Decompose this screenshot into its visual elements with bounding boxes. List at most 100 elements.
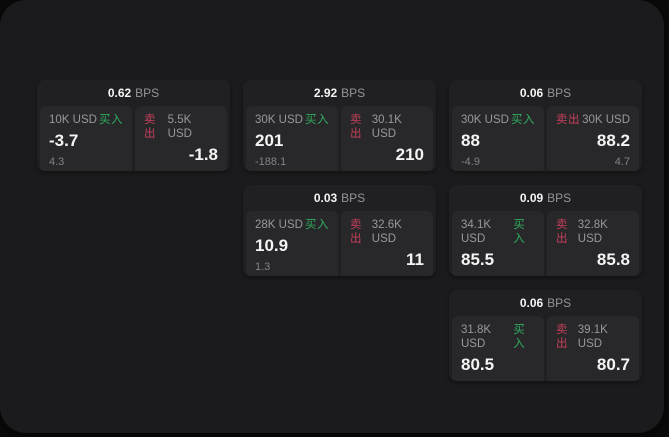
buy-price-tile[interactable]: 30K USD 买入 201 -188.1 (246, 106, 338, 171)
sell-delta: 3.0 (556, 275, 630, 276)
card-header: 0.09 BPS (449, 185, 642, 211)
bps-spread-value: 0.62 (107, 86, 132, 100)
sell-price: 85.8 (596, 250, 630, 269)
buy-amount: 30K USD (255, 114, 303, 126)
buy-amount: 28K USD (255, 219, 303, 231)
sell-side-label: 卖出 (144, 114, 156, 140)
buy-tile-header: 31.8K USD 买入 (461, 323, 535, 351)
bps-unit-label: BPS (341, 86, 366, 100)
buy-delta: -3.1 (461, 275, 535, 276)
sell-price: 80.7 (596, 355, 630, 374)
buy-tile-header: 10K USD 买入 (49, 113, 123, 127)
buy-delta: -188.1 (255, 156, 287, 168)
card-body: 10K USD 买入 -3.7 4.3 卖出 5.5K USD -1.8 -2.… (40, 106, 227, 171)
sell-side-label: 卖出 (350, 219, 362, 245)
card-header: 0.06 BPS (449, 80, 642, 106)
buy-delta: -4.9 (461, 156, 480, 168)
sell-tile-header: 卖出 5.5K USD (144, 113, 218, 141)
bps-spread-value: 0.03 (313, 191, 338, 205)
buy-price: 201 (255, 131, 284, 150)
sell-delta: -1.8 (350, 275, 424, 276)
buy-delta: -10.8 (461, 380, 535, 381)
buy-delta: 4.3 (49, 156, 65, 168)
sell-price: 210 (395, 145, 424, 164)
buy-price-tile[interactable]: 10K USD 买入 -3.7 4.3 (40, 106, 132, 171)
buy-tile-header: 34.1K USD 买入 (461, 218, 535, 246)
sell-price-tile[interactable]: 卖出 39.1K USD 80.7 10.2 (547, 316, 639, 381)
bps-unit-label: BPS (547, 86, 572, 100)
sell-delta: 4.7 (614, 156, 630, 168)
sell-side-label: 卖出 (556, 114, 580, 126)
bps-spread-value: 2.92 (313, 86, 338, 100)
buy-price-tile[interactable]: 34.1K USD 买入 85.5 -3.1 (452, 211, 544, 276)
bps-unit-label: BPS (547, 296, 572, 310)
sell-side-label: 卖出 (556, 324, 568, 350)
sell-delta: 10.2 (556, 380, 630, 381)
sell-tile-header: 卖出 30K USD (556, 113, 630, 127)
buy-price: 85.5 (461, 250, 495, 269)
sell-price-tile[interactable]: 卖出 32.8K USD 85.8 3.0 (547, 211, 639, 276)
bps-unit-label: BPS (341, 191, 366, 205)
buy-amount: 31.8K USD (461, 324, 492, 350)
sell-amount: 5.5K USD (167, 114, 192, 140)
sell-price-tile[interactable]: 卖出 30.1K USD 210 196.5 (341, 106, 433, 171)
quote-card: 0.06 BPS 31.8K USD 买入 80.5 -10.8 卖出 39.1… (449, 290, 642, 381)
sell-price-tile[interactable]: 卖出 5.5K USD -1.8 -2.6 (135, 106, 227, 171)
card-body: 31.8K USD 买入 80.5 -10.8 卖出 39.1K USD 80.… (452, 316, 639, 381)
sell-amount: 32.8K USD (577, 219, 608, 245)
sell-tile-header: 卖出 32.8K USD (556, 218, 630, 246)
buy-price-tile[interactable]: 30K USD 买入 88 -4.9 (452, 106, 544, 171)
buy-side-label: 买入 (305, 114, 329, 126)
bps-spread-value: 0.09 (519, 191, 544, 205)
bps-spread-value: 0.06 (519, 86, 544, 100)
sell-tile-header: 卖出 30.1K USD (350, 113, 424, 141)
buy-side-label: 买入 (305, 219, 329, 231)
card-body: 30K USD 买入 201 -188.1 卖出 30.1K USD 210 1… (246, 106, 433, 171)
sell-price: -1.8 (188, 145, 218, 164)
sell-tile-header: 卖出 39.1K USD (556, 323, 630, 351)
quote-card: 0.03 BPS 28K USD 买入 10.9 1.3 卖出 32.6K US… (243, 185, 436, 276)
buy-amount: 30K USD (461, 114, 509, 126)
quote-card: 0.62 BPS 10K USD 买入 -3.7 4.3 卖出 5.5K USD… (37, 80, 230, 171)
sell-amount: 32.6K USD (371, 219, 402, 245)
card-body: 28K USD 买入 10.9 1.3 卖出 32.6K USD 11 -1.8 (246, 211, 433, 276)
quote-card: 0.06 BPS 30K USD 买入 88 -4.9 卖出 30K USD 8… (449, 80, 642, 171)
buy-price: 80.5 (461, 355, 495, 374)
buy-price: 10.9 (255, 236, 289, 255)
buy-side-label: 买入 (513, 219, 526, 245)
sell-amount: 30.1K USD (371, 114, 402, 140)
bps-spread-value: 0.06 (519, 296, 544, 310)
sell-tile-header: 卖出 32.6K USD (350, 218, 424, 246)
quote-cards-grid: 0.62 BPS 10K USD 买入 -3.7 4.3 卖出 5.5K USD… (37, 80, 642, 381)
sell-side-label: 卖出 (350, 114, 362, 140)
sell-side-label: 卖出 (556, 219, 568, 245)
sell-price-tile[interactable]: 卖出 30K USD 88.2 4.7 (547, 106, 639, 171)
card-body: 34.1K USD 买入 85.5 -3.1 卖出 32.8K USD 85.8… (452, 211, 639, 276)
buy-amount: 10K USD (49, 114, 97, 126)
card-header: 0.03 BPS (243, 185, 436, 211)
sell-delta: 196.5 (350, 170, 424, 171)
buy-side-label: 买入 (513, 324, 526, 350)
bps-unit-label: BPS (135, 86, 160, 100)
sell-price: 88.2 (596, 131, 630, 150)
card-body: 30K USD 买入 88 -4.9 卖出 30K USD 88.2 4.7 (452, 106, 639, 171)
quote-card: 2.92 BPS 30K USD 买入 201 -188.1 卖出 30.1K … (243, 80, 436, 171)
sell-amount: 39.1K USD (577, 324, 608, 350)
bps-unit-label: BPS (547, 191, 572, 205)
sell-price-tile[interactable]: 卖出 32.6K USD 11 -1.8 (341, 211, 433, 276)
buy-side-label: 买入 (99, 114, 123, 126)
card-header: 0.62 BPS (37, 80, 230, 106)
buy-amount: 34.1K USD (461, 219, 492, 245)
buy-price-tile[interactable]: 28K USD 买入 10.9 1.3 (246, 211, 338, 276)
buy-price-tile[interactable]: 31.8K USD 买入 80.5 -10.8 (452, 316, 544, 381)
buy-tile-header: 28K USD 买入 (255, 218, 329, 232)
card-header: 2.92 BPS (243, 80, 436, 106)
buy-delta: 1.3 (255, 261, 271, 273)
buy-side-label: 买入 (511, 114, 535, 126)
buy-price: -3.7 (49, 131, 79, 150)
card-header: 0.06 BPS (449, 290, 642, 316)
sell-amount: 30K USD (582, 114, 630, 126)
buy-tile-header: 30K USD 买入 (461, 113, 535, 127)
buy-price: 88 (461, 131, 480, 150)
